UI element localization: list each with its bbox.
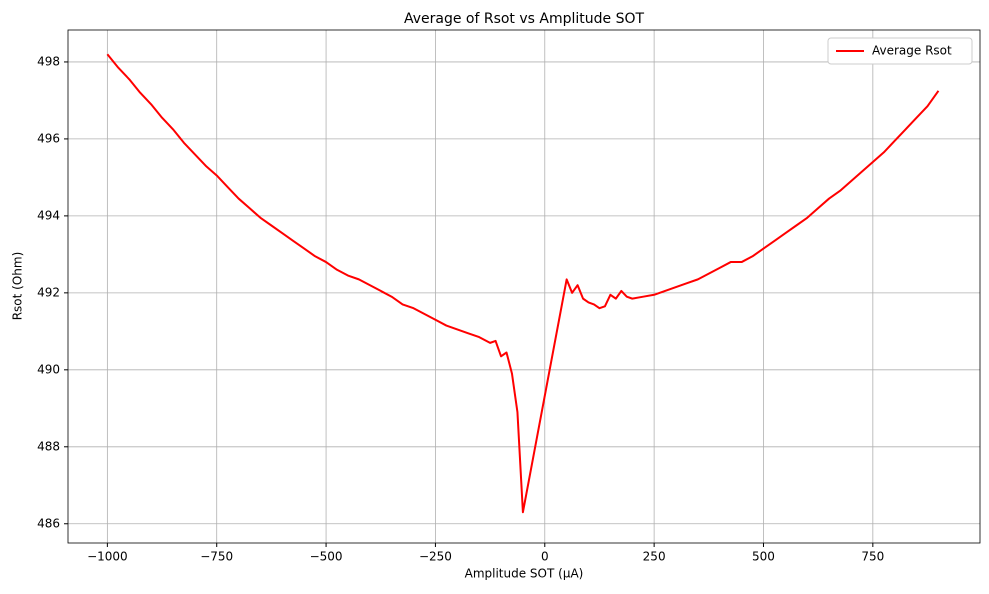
x-tick-label: 250 bbox=[643, 550, 666, 564]
x-axis-label: Amplitude SOT (μA) bbox=[465, 567, 584, 581]
legend-box bbox=[827, 37, 973, 65]
x-tick-label: −500 bbox=[310, 550, 343, 564]
y-tick-label: 492 bbox=[37, 285, 60, 299]
y-tick-label: 486 bbox=[37, 516, 60, 530]
data-line bbox=[106, 53, 940, 514]
y-tick-label: 494 bbox=[37, 208, 60, 222]
x-tick-label: 750 bbox=[861, 550, 884, 564]
x-tick-label: −750 bbox=[200, 550, 233, 564]
x-tick-label: −250 bbox=[419, 550, 452, 564]
y-tick-label: 490 bbox=[37, 362, 60, 376]
x-tick-label: −1000 bbox=[87, 550, 128, 564]
y-axis-label: Rsot (Ohm) bbox=[11, 252, 25, 321]
y-tick-label: 498 bbox=[37, 54, 60, 68]
y-tick-label: 496 bbox=[37, 131, 60, 145]
y-tick-label: 488 bbox=[37, 439, 60, 453]
x-tick-label: 500 bbox=[752, 550, 775, 564]
chart-title: Average of Rsot vs Amplitude SOT bbox=[404, 11, 645, 27]
legend-label: Average Rsot bbox=[872, 44, 952, 58]
plot-frame bbox=[67, 29, 981, 544]
x-tick-label: 0 bbox=[541, 550, 549, 564]
